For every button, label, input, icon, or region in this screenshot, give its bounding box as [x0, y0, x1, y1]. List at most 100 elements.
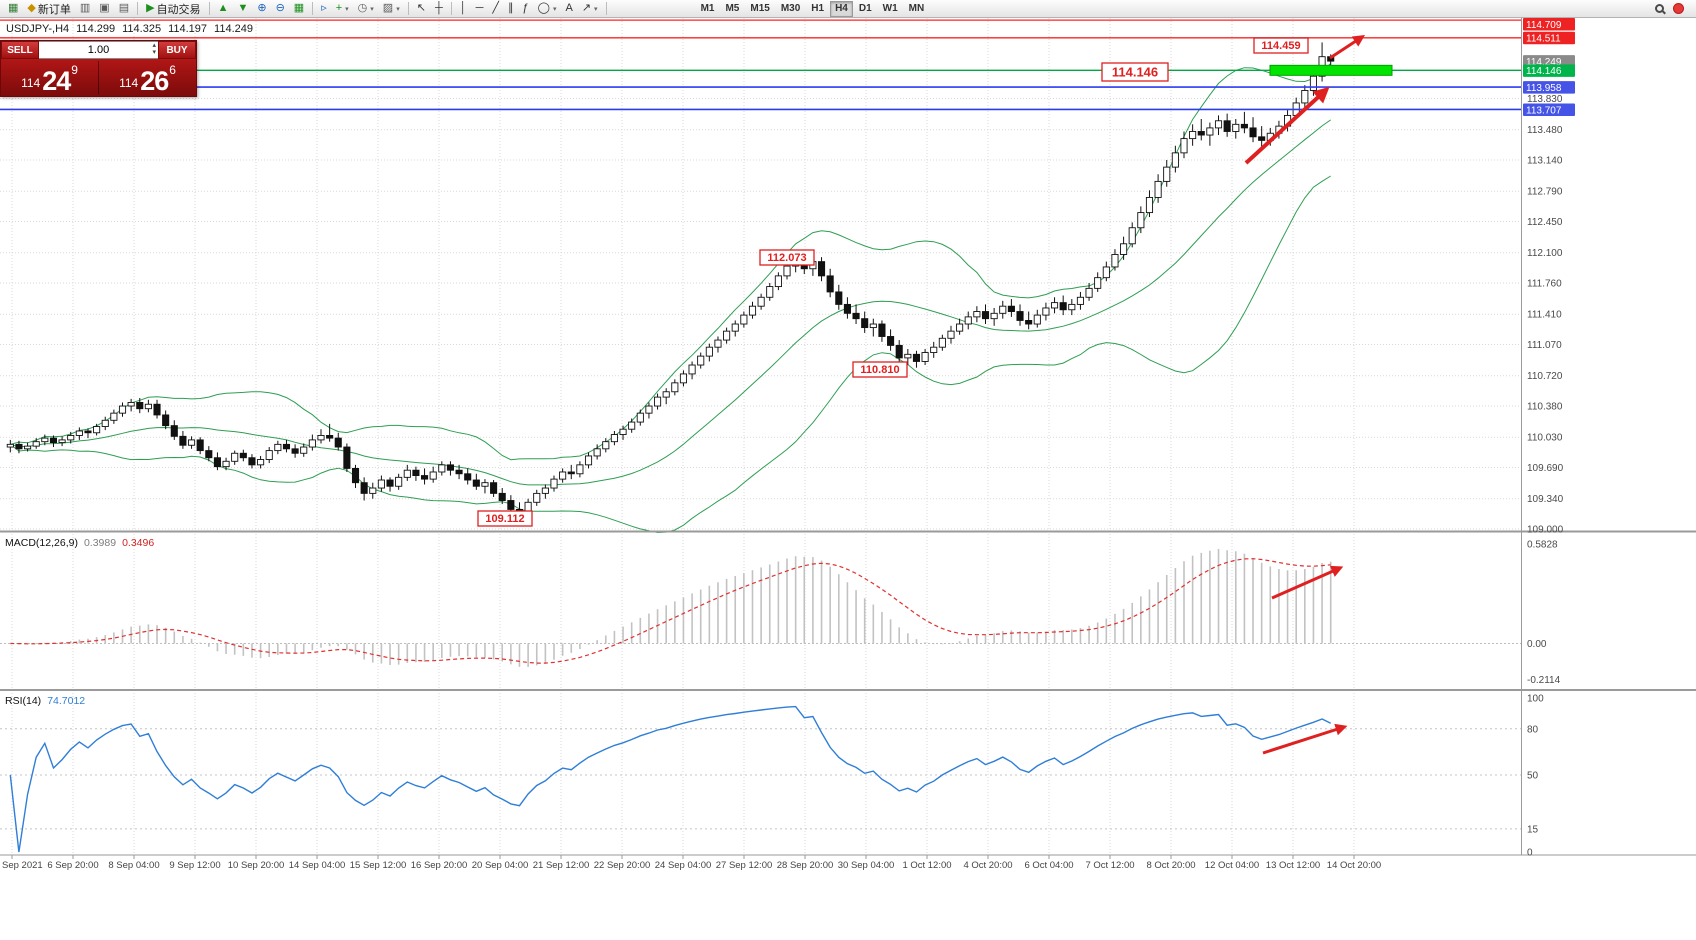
label: 15 — [1527, 824, 1539, 835]
label: 113.830 — [1527, 94, 1563, 105]
label: 114.249 — [1526, 57, 1562, 68]
timeframe-w1[interactable]: W1 — [878, 1, 903, 17]
tile-windows-icon: ▦ — [293, 2, 305, 14]
label: 113.707 — [1526, 105, 1562, 116]
tile-windows-button[interactable]: ▦ — [290, 1, 308, 17]
label: 110.030 — [1527, 433, 1563, 444]
sell-button[interactable]: SELL — [1, 41, 39, 59]
arrow-tool-icon: ↗ — [581, 2, 592, 14]
one-click-trading-panel: SELL 1.00 ▴ ▾ BUY 114 24 9 114 26 6 — [0, 40, 197, 97]
dropdown-caret-icon[interactable]: ▾ — [345, 5, 349, 13]
price-callout[interactable] — [1253, 37, 1309, 54]
trend-arrow[interactable] — [1244, 86, 1330, 165]
highlight-zone[interactable] — [1269, 64, 1393, 76]
sell-price-display[interactable]: 114 24 9 — [1, 59, 98, 96]
period-menu-button[interactable]: ◷ ▾ — [354, 1, 378, 17]
dropdown-caret-icon[interactable]: ▾ — [396, 5, 400, 13]
price-axis-tag — [1523, 31, 1575, 45]
price-callout[interactable] — [759, 249, 815, 266]
label: 109.340 — [1527, 494, 1564, 505]
trend-arrow[interactable] — [1262, 723, 1348, 755]
volume-field[interactable]: 1.00 ▴ ▾ — [39, 41, 158, 59]
indicator-list-button[interactable]: ▲ — [214, 1, 233, 17]
volume-value[interactable]: 1.00 — [87, 44, 110, 56]
autotrading-icon: ▶ — [146, 2, 155, 14]
buy-price-display[interactable]: 114 26 6 — [99, 59, 196, 96]
add-indicator-icon: + — [335, 2, 343, 14]
arrow-tool-button[interactable]: ↗ ▾ — [578, 1, 602, 17]
timeframe-m30[interactable]: M30 — [776, 1, 805, 17]
new-chart-icon: ▦ — [8, 2, 19, 14]
channel-tool-button[interactable]: ∥ — [504, 1, 518, 17]
trend-arrow[interactable] — [1329, 35, 1366, 60]
macd-main-value: 0.3989 — [83, 537, 117, 549]
price-callout[interactable] — [852, 361, 908, 378]
chart-profiles-button[interactable]: ▥ — [76, 1, 94, 17]
label: 27 Sep 12:00 — [716, 860, 773, 871]
trendline-tool-icon: ╱ — [492, 2, 500, 14]
cursor-tool-button[interactable]: ↖ — [413, 1, 430, 17]
label: 114.511 — [1526, 34, 1561, 45]
label: -0.2114 — [1527, 675, 1561, 686]
fibonacci-tool-icon: ƒ — [522, 2, 529, 14]
timeframe-h1[interactable]: H1 — [806, 1, 829, 17]
trend-arrow[interactable] — [1271, 565, 1344, 600]
horizontal-line-tool-button[interactable]: ─ — [472, 1, 488, 17]
price-callout[interactable] — [477, 510, 533, 527]
autotrading-button-label: 自动交易 — [156, 3, 201, 16]
timeframe-m5[interactable]: M5 — [720, 1, 744, 17]
label: 10 Sep 20:00 — [228, 860, 285, 871]
label: 4 Oct 20:00 — [963, 860, 1012, 871]
dropdown-caret-icon[interactable]: ▾ — [370, 5, 374, 13]
chart-objects: 114.459 114.146 112.073 110.810 109.112 — [0, 19, 1521, 755]
channel-tool-icon: ∥ — [508, 2, 514, 14]
text-tool-button[interactable]: A — [561, 1, 576, 17]
chart-grid — [0, 18, 1521, 854]
chart-ohlc-header: USDJPY-,H4 114.299 114.325 114.197 114.2… — [6, 23, 253, 35]
timeframe-mn[interactable]: MN — [904, 1, 930, 17]
label: 110.380 — [1527, 402, 1563, 413]
search-icon[interactable] — [1655, 4, 1664, 13]
template-menu-button[interactable]: ▨ ▾ — [379, 1, 404, 17]
zoom-out-button[interactable]: ⊖ — [272, 1, 289, 17]
notification-badge[interactable] — [1673, 3, 1684, 14]
toolbar-separator — [605, 2, 607, 15]
volume-spinner[interactable]: ▴ ▾ — [152, 42, 156, 56]
timeframe-h4[interactable]: H4 — [830, 0, 853, 17]
volume-down-icon[interactable]: ▾ — [152, 49, 156, 56]
label: 110.720 — [1527, 371, 1563, 382]
label: 12 Oct 04:00 — [1205, 860, 1259, 871]
trendline-tool-button[interactable]: ╱ — [488, 1, 503, 17]
new-order-button[interactable]: ◆ 新订单 — [23, 1, 74, 17]
timeframe-d1[interactable]: D1 — [854, 1, 877, 17]
buy-button[interactable]: BUY — [158, 41, 196, 59]
shapes-tool-button[interactable]: ◯ ▾ — [534, 1, 561, 17]
toolbar-separator — [312, 2, 314, 15]
chart-shift-button[interactable]: ▹ — [317, 1, 331, 17]
toolbar-separator — [208, 2, 210, 15]
data-window-button[interactable]: ▣ — [95, 1, 113, 17]
vertical-line-tool-button[interactable]: │ — [456, 1, 471, 17]
timeframe-m15[interactable]: M15 — [745, 1, 774, 17]
crosshair-tool-button[interactable]: ┼ — [431, 1, 447, 17]
dropdown-caret-icon[interactable]: ▾ — [552, 5, 557, 13]
add-indicator-button[interactable]: + ▾ — [332, 1, 353, 17]
label: 30 Sep 04:00 — [838, 860, 895, 871]
price-callout[interactable] — [1101, 62, 1169, 82]
label: 14 Sep 04:00 — [289, 860, 346, 871]
dropdown-caret-icon[interactable]: ▾ — [594, 5, 598, 13]
indicator-list-icon: ▲ — [217, 2, 229, 14]
volume-up-icon[interactable]: ▴ — [152, 42, 156, 49]
label: 112.100 — [1527, 248, 1563, 259]
new-chart-button[interactable]: ▦ — [4, 1, 22, 17]
timeframe-m1[interactable]: M1 — [696, 1, 720, 17]
crosshair-tool-icon: ┼ — [434, 2, 443, 14]
print-button[interactable]: ▤ — [115, 1, 133, 17]
price-axis-tag — [1523, 18, 1575, 31]
zoom-in-button[interactable]: ⊕ — [253, 1, 270, 17]
objects-list-button[interactable]: ▼ — [233, 1, 252, 17]
autotrading-button[interactable]: ▶ 自动交易 — [142, 1, 204, 17]
fibonacci-tool-button[interactable]: ƒ — [519, 1, 533, 17]
